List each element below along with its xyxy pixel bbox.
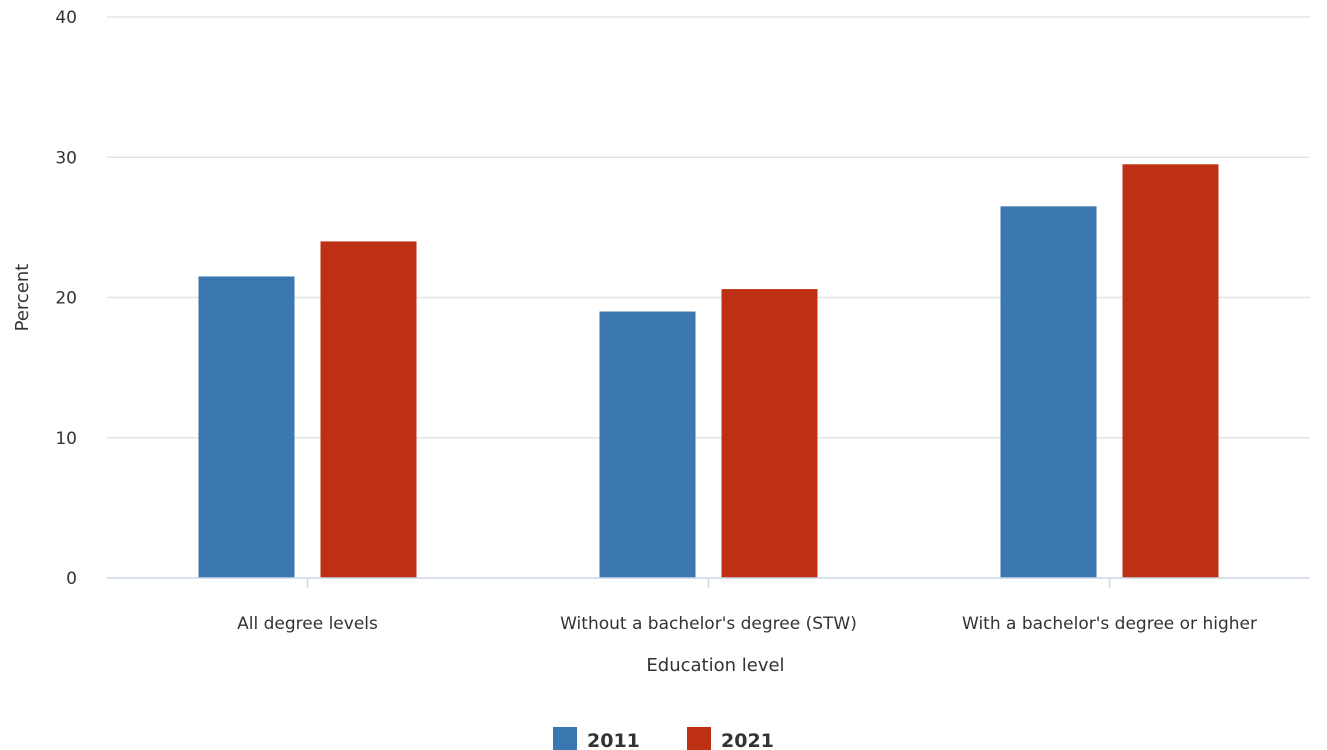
bar-2011-3[interactable] <box>1000 206 1097 578</box>
grid-layer <box>107 16 1310 439</box>
legend: 2011 2021 <box>553 727 774 750</box>
legend-label-2021[interactable]: 2021 <box>721 730 774 750</box>
y-tick-label: 30 <box>55 148 77 168</box>
y-tick-label: 20 <box>55 289 77 309</box>
bar-2021-1[interactable] <box>320 241 417 578</box>
bar-2011-1[interactable] <box>198 276 295 578</box>
axis-layer: 0 10 20 30 40 All degree levels Without a bach… <box>55 8 1310 634</box>
bar-2021-3[interactable] <box>1122 164 1219 578</box>
y-tick-label: 0 <box>66 569 77 589</box>
legend-swatch-2011[interactable] <box>553 727 577 750</box>
legend-label-2011[interactable]: 2011 <box>587 730 640 750</box>
x-tick-label: All degree levels <box>237 614 378 634</box>
y-tick-label: 10 <box>55 429 77 449</box>
legend-swatch-2021[interactable] <box>687 727 711 750</box>
bar-2011-2[interactable] <box>599 311 696 578</box>
x-axis-title: Education level <box>646 655 784 676</box>
bar-layer <box>198 164 1219 578</box>
bar-2021-2[interactable] <box>721 289 818 578</box>
x-tick-label: With a bachelor's degree or higher <box>962 614 1257 634</box>
x-tick-label: Without a bachelor's degree (STW) <box>560 614 857 634</box>
y-axis-title: Percent <box>12 264 33 332</box>
label-layer: Percent Education level <box>12 264 785 676</box>
y-tick-label: 40 <box>55 8 77 28</box>
